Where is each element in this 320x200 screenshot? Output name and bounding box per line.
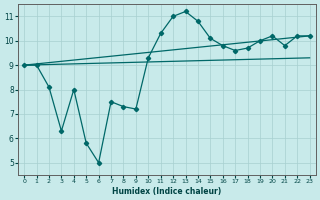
X-axis label: Humidex (Indice chaleur): Humidex (Indice chaleur) (112, 187, 221, 196)
